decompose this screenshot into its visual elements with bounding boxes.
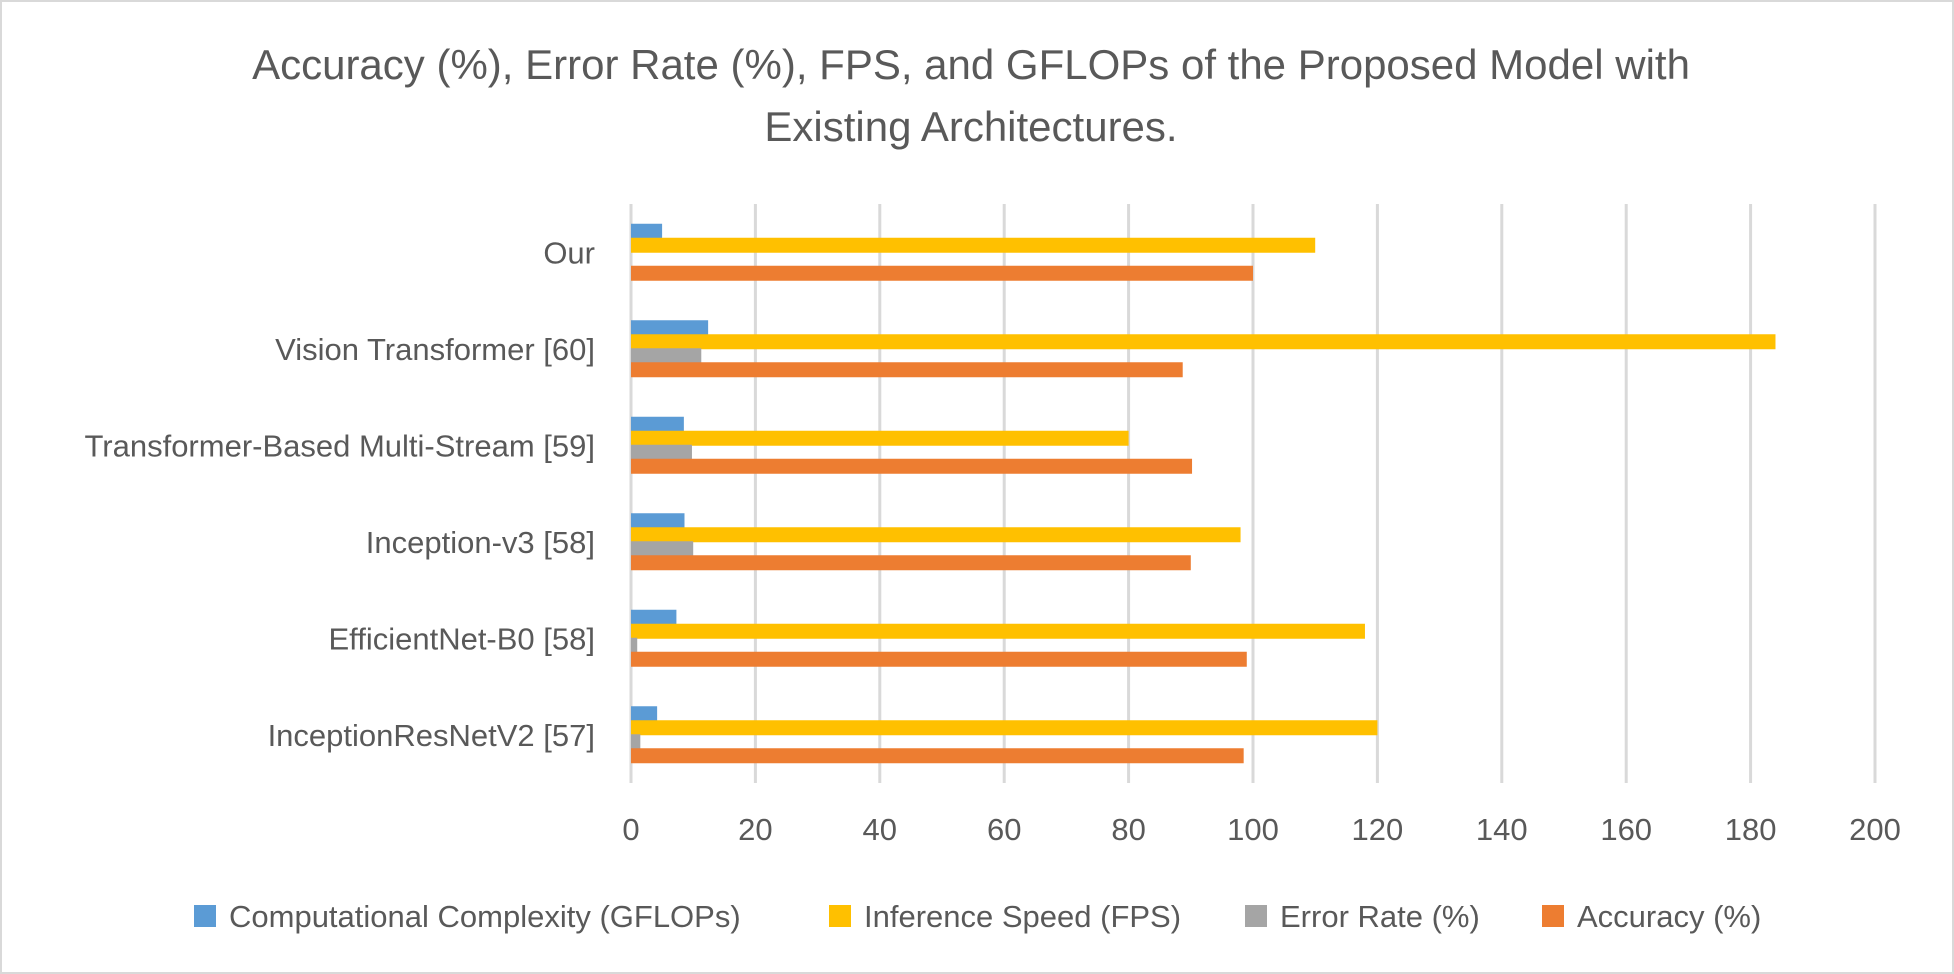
legend-label: Accuracy (%) (1577, 899, 1761, 934)
bar-2-4 (631, 527, 1241, 543)
bar-1-6 (631, 706, 658, 722)
chart-title-line-2: Existing Architectures. (764, 103, 1177, 150)
bar-1-3 (631, 416, 684, 432)
bar-4-5 (631, 651, 1247, 667)
bar-2-1 (631, 237, 1316, 253)
bar-1-4 (631, 513, 685, 529)
bar-2-5 (631, 623, 1365, 639)
category-label: Inception-v3 [58] (366, 525, 595, 560)
x-tick-label: 180 (1725, 812, 1777, 847)
chart-title-line-1: Accuracy (%), Error Rate (%), FPS, and G… (252, 41, 1690, 88)
x-tick-label: 60 (987, 812, 1021, 847)
category-label: Vision Transformer [60] (275, 332, 595, 367)
bar-2-2 (631, 334, 1776, 350)
bar-1-2 (631, 320, 709, 336)
bars (631, 223, 1776, 764)
bar-2-3 (631, 430, 1129, 446)
legend-label: Computational Complexity (GFLOPs) (229, 899, 741, 934)
category-label: EfficientNet-B0 [58] (328, 621, 595, 656)
category-label: Transformer-Based Multi-Stream [59] (84, 428, 595, 463)
x-tick-label: 120 (1352, 812, 1404, 847)
bar-4-2 (631, 362, 1183, 378)
bar-3-4 (631, 541, 694, 557)
legend-swatch (1245, 905, 1267, 927)
bar-4-4 (631, 555, 1191, 571)
x-tick-label: 140 (1476, 812, 1528, 847)
bar-3-5 (631, 637, 638, 653)
legend-swatch (1542, 905, 1564, 927)
bar-3-3 (631, 444, 692, 460)
legend-swatch (194, 905, 216, 927)
category-labels: Our Vision Transformer [60] Transformer-Ba… (84, 235, 595, 753)
bar-3-2 (631, 348, 702, 364)
legend-swatch (829, 905, 851, 927)
bar-4-6 (631, 748, 1244, 764)
category-label: Our (543, 235, 595, 270)
x-tick-label: 100 (1227, 812, 1279, 847)
bar-1-5 (631, 609, 677, 625)
x-tick-label: 40 (863, 812, 897, 847)
gridlines (629, 204, 1877, 783)
bar-1-1 (631, 223, 663, 239)
legend: Computational Complexity (GFLOPs) Inferen… (194, 899, 1761, 934)
legend-label: Inference Speed (FPS) (864, 899, 1181, 934)
x-tick-label: 80 (1111, 812, 1145, 847)
x-tick-label: 0 (622, 812, 639, 847)
chart-title: Accuracy (%), Error Rate (%), FPS, and G… (252, 41, 1690, 150)
bar-4-1 (631, 265, 1253, 281)
x-tick-label: 160 (1600, 812, 1652, 847)
x-tick-label: 20 (738, 812, 772, 847)
legend-label: Error Rate (%) (1280, 899, 1480, 934)
x-tick-labels: 0 20 40 60 80 100 120 140 160 180 200 (622, 812, 1900, 847)
bar-4-3 (631, 458, 1193, 474)
category-label: InceptionResNetV2 [57] (268, 718, 595, 753)
x-tick-label: 200 (1849, 812, 1901, 847)
bar-2-6 (631, 720, 1378, 736)
bar-3-6 (631, 734, 641, 750)
